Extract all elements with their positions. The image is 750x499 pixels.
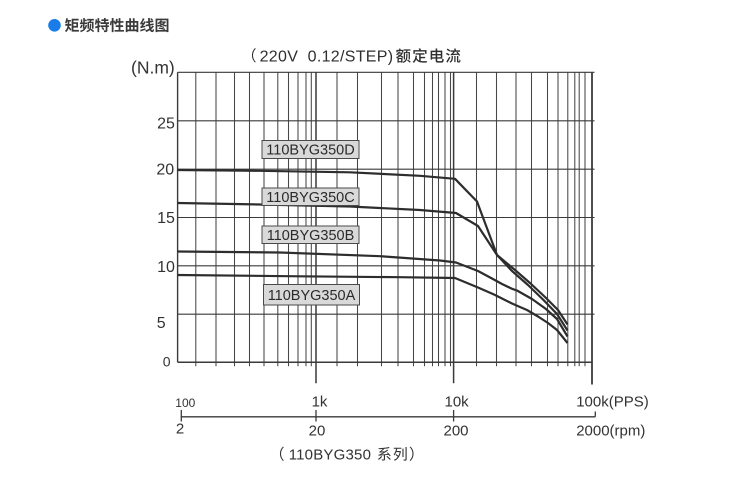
svg-text:110BYG350A: 110BYG350A (268, 288, 356, 304)
svg-text:1k: 1k (312, 394, 328, 411)
svg-text:110BYG350D: 110BYG350D (266, 143, 354, 159)
svg-text:10k: 10k (445, 394, 470, 411)
svg-text:110BYG350B: 110BYG350B (267, 228, 355, 244)
svg-text:20: 20 (309, 423, 326, 440)
svg-text:0: 0 (163, 354, 171, 370)
svg-text:110BYG350: 110BYG350 (289, 447, 371, 464)
svg-text:(N.m): (N.m) (131, 58, 175, 78)
svg-text:5: 5 (157, 315, 166, 332)
svg-text:20: 20 (156, 161, 174, 178)
svg-text:2000(rpm): 2000(rpm) (576, 423, 645, 440)
svg-text:100k(PPS): 100k(PPS) (576, 394, 649, 411)
svg-text:10: 10 (157, 259, 175, 276)
svg-text:200: 200 (443, 423, 468, 440)
svg-text:110BYG350C: 110BYG350C (266, 190, 354, 206)
svg-text:25: 25 (157, 115, 175, 132)
svg-text:220V 0.12/STEP): 220V 0.12/STEP) (260, 49, 394, 66)
svg-text:2: 2 (176, 421, 184, 438)
svg-text:15: 15 (157, 210, 175, 227)
svg-text:100: 100 (175, 396, 195, 410)
